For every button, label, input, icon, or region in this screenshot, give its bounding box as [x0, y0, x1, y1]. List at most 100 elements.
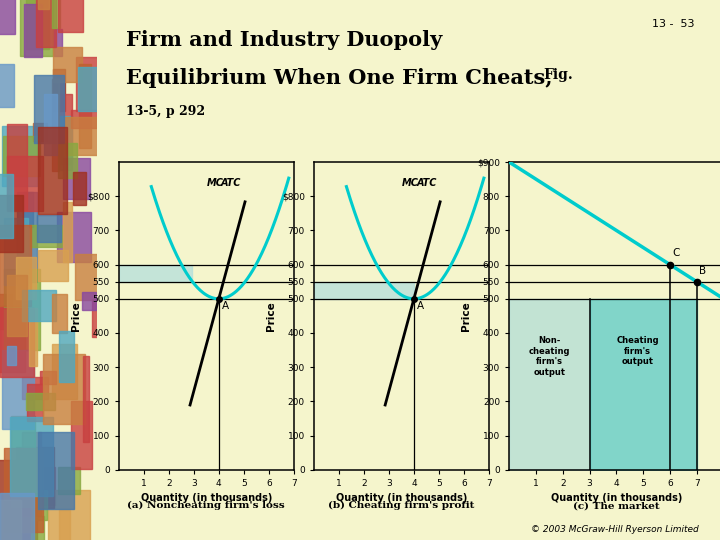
Bar: [23, 192, 33, 227]
Bar: [0, 64, 14, 106]
Bar: [32, 490, 47, 521]
Bar: [22, 432, 41, 516]
Text: Fig.: Fig.: [544, 68, 573, 82]
Bar: [19, 0, 53, 56]
Bar: [65, 117, 107, 155]
Bar: [37, 0, 50, 9]
Bar: [52, 344, 77, 399]
Bar: [0, 307, 24, 372]
Text: MC: MC: [402, 178, 418, 187]
Y-axis label: Price: Price: [71, 301, 81, 331]
Text: Firm and Industry Duopoly: Firm and Industry Duopoly: [126, 30, 442, 50]
Bar: [43, 354, 85, 424]
Bar: [44, 93, 58, 155]
Bar: [71, 110, 101, 127]
Bar: [33, 124, 47, 140]
Bar: [58, 467, 80, 494]
Text: 13 -  53: 13 - 53: [652, 19, 695, 29]
Bar: [63, 158, 90, 199]
Text: ATC: ATC: [416, 178, 436, 187]
Bar: [34, 75, 64, 143]
Bar: [59, 510, 70, 540]
Bar: [0, 174, 13, 238]
Bar: [12, 416, 35, 507]
Bar: [71, 401, 92, 469]
Bar: [27, 393, 55, 410]
Text: ATC: ATC: [221, 178, 241, 187]
Bar: [82, 292, 96, 310]
Bar: [58, 94, 73, 164]
Bar: [52, 0, 60, 29]
Bar: [27, 384, 43, 421]
Bar: [7, 124, 27, 210]
Bar: [58, 143, 77, 178]
Bar: [75, 254, 115, 300]
Bar: [37, 432, 74, 509]
Bar: [17, 256, 36, 299]
X-axis label: Quantity (in thousands): Quantity (in thousands): [140, 494, 272, 503]
Bar: [32, 467, 55, 505]
Text: A: A: [222, 300, 229, 310]
X-axis label: Quantity (in thousands): Quantity (in thousands): [336, 494, 467, 503]
Text: Equilibrium When One Firm Cheats,: Equilibrium When One Firm Cheats,: [126, 68, 552, 87]
Bar: [0, 492, 35, 540]
Bar: [26, 0, 49, 49]
Bar: [35, 0, 56, 48]
Bar: [54, 29, 62, 56]
Bar: [7, 346, 16, 364]
Text: (b) Cheating firm's profit: (b) Cheating firm's profit: [328, 501, 474, 510]
Bar: [38, 127, 67, 214]
Bar: [76, 57, 110, 111]
Bar: [4, 137, 40, 176]
Bar: [16, 447, 54, 508]
Bar: [48, 490, 90, 540]
Bar: [6, 275, 27, 336]
Text: © 2003 McGraw-Hill Ryerson Limited: © 2003 McGraw-Hill Ryerson Limited: [531, 524, 698, 534]
Text: Cheating
firm's
output: Cheating firm's output: [616, 336, 659, 366]
Text: (a) Noncheating firm's loss: (a) Noncheating firm's loss: [127, 501, 285, 510]
Bar: [53, 69, 65, 111]
Bar: [4, 448, 43, 531]
Text: 13-5, p 292: 13-5, p 292: [126, 105, 205, 118]
Bar: [53, 47, 82, 82]
Bar: [0, 225, 31, 306]
Bar: [0, 461, 37, 540]
Bar: [29, 308, 37, 366]
Bar: [78, 66, 109, 111]
Bar: [0, 294, 12, 329]
Bar: [78, 64, 91, 147]
Bar: [59, 116, 72, 170]
Bar: [6, 156, 43, 212]
Bar: [1, 307, 35, 377]
Bar: [40, 370, 56, 384]
Bar: [53, 79, 59, 171]
Bar: [4, 218, 28, 285]
Bar: [22, 291, 55, 321]
Text: (c) The market: (c) The market: [573, 501, 660, 510]
Text: C: C: [672, 248, 680, 259]
Bar: [53, 294, 67, 333]
Bar: [22, 377, 48, 400]
Text: Non-
cheating
firm's
output: Non- cheating firm's output: [528, 336, 570, 376]
Bar: [63, 202, 72, 262]
Text: B: B: [699, 266, 706, 275]
Bar: [73, 172, 86, 205]
Bar: [2, 350, 35, 429]
X-axis label: Quantity (in thousands): Quantity (in thousands): [551, 494, 682, 503]
Text: A: A: [417, 300, 424, 310]
Bar: [38, 249, 68, 281]
Bar: [37, 215, 61, 242]
Bar: [4, 269, 40, 349]
Bar: [17, 192, 37, 282]
Bar: [0, 195, 23, 252]
Bar: [10, 417, 53, 496]
Bar: [57, 212, 91, 262]
Y-axis label: Price: Price: [462, 301, 472, 331]
Bar: [92, 299, 98, 338]
Bar: [30, 516, 45, 540]
Bar: [84, 356, 89, 442]
Bar: [0, 500, 22, 540]
Bar: [59, 330, 73, 382]
Bar: [24, 4, 42, 57]
Bar: [0, 0, 14, 35]
